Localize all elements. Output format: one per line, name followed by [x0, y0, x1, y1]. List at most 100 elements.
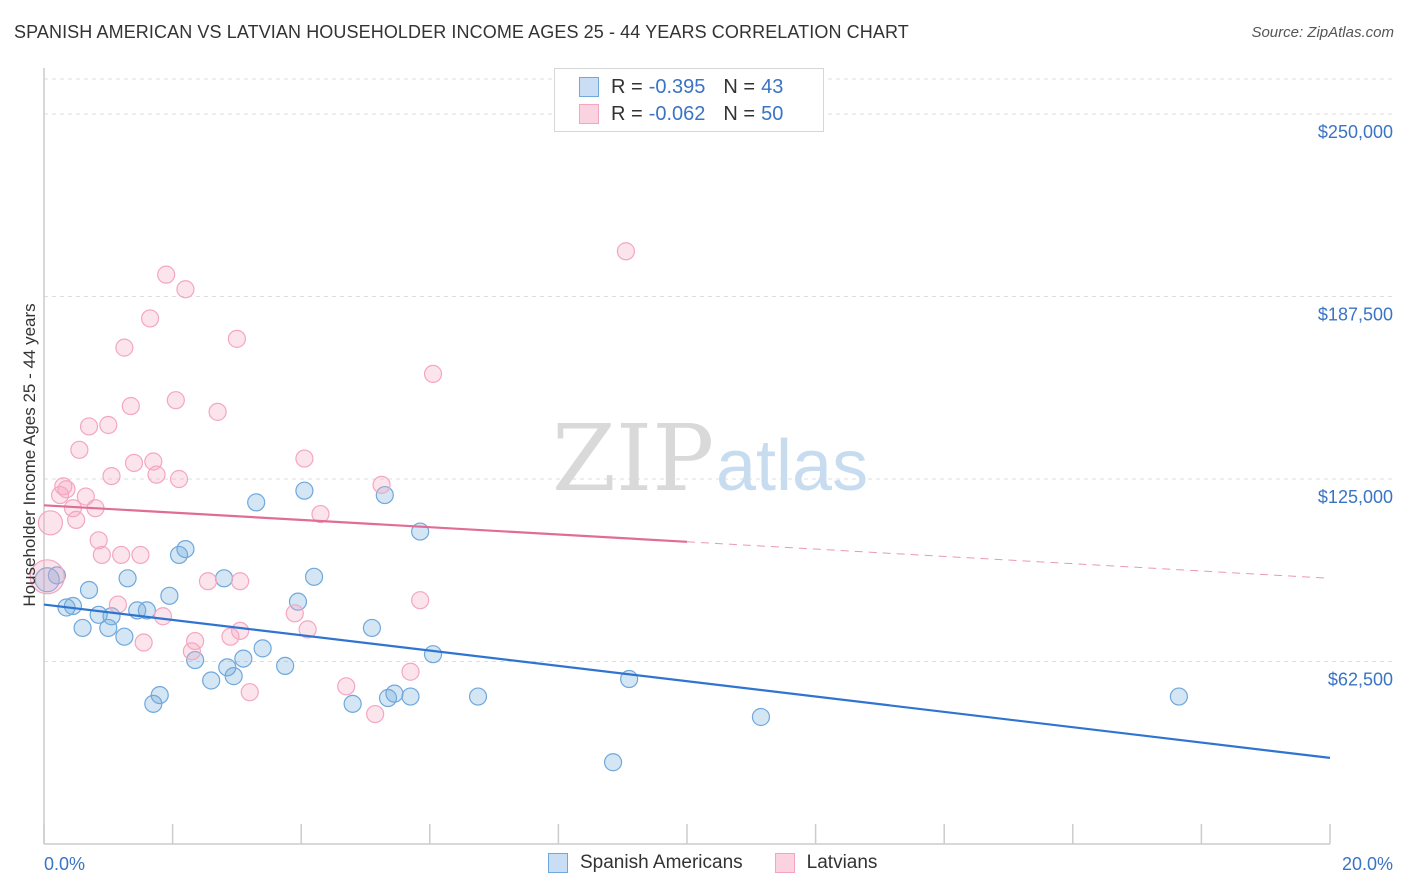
point-latvians [79, 417, 99, 436]
point-spanish-americans [276, 656, 295, 675]
point-latvians [221, 627, 240, 646]
stats-legend: R = -0.395 N = 43 R = -0.062 N = 50 [554, 68, 824, 132]
point-latvians [57, 480, 76, 499]
point-spanish-americans [176, 539, 195, 559]
point-spanish-americans [73, 618, 92, 638]
legend-swatch-blue [579, 77, 599, 97]
legend-r-label: R = [611, 102, 643, 125]
point-spanish-americans [47, 566, 66, 585]
point-spanish-americans [375, 485, 394, 505]
point-latvians [176, 280, 195, 299]
trendline-latvians-extension [686, 541, 1331, 579]
point-latvians [121, 396, 140, 416]
legend-n-label: N = [723, 75, 756, 98]
legend-swatch-pink [774, 853, 795, 873]
y-tick-labels: $62,500 $125,000 $187,500 $250,000 [1318, 122, 1393, 689]
point-latvians [140, 309, 160, 328]
point-spanish-americans [385, 684, 404, 703]
legend-n-value: 43 [761, 75, 784, 98]
point-spanish-americans [234, 649, 253, 668]
legend-row-latvians: R = -0.062 N = 50 [579, 102, 783, 126]
point-latvians [166, 391, 185, 410]
point-latvians [182, 642, 201, 661]
point-spanish-americans [603, 753, 623, 772]
point-latvians [115, 338, 134, 357]
point-spanish-americans [343, 694, 362, 713]
point-latvians [112, 545, 131, 565]
point-spanish-americans [150, 685, 169, 705]
point-latvians [423, 364, 443, 384]
watermark-zip: ZIP [552, 405, 714, 512]
point-spanish-americans [224, 667, 243, 686]
point-latvians [131, 545, 150, 565]
point-latvians [70, 440, 89, 459]
point-latvians [198, 572, 218, 591]
x-tick-labels: 0.0% 20.0% [44, 854, 1393, 874]
y-tick-label: $62,500 [1328, 670, 1393, 690]
point-spanish-americans [118, 569, 137, 588]
point-spanish-americans [63, 596, 83, 616]
legend-row-spanish-americans: R = -0.395 N = 43 [579, 75, 783, 99]
grid-lines [44, 78, 1396, 663]
point-spanish-americans [34, 567, 60, 593]
x-tick-label: 0.0% [44, 854, 85, 874]
point-latvians [169, 469, 189, 489]
legend-label: Spanish Americans [580, 852, 743, 873]
y-tick-label: $125,000 [1318, 487, 1393, 507]
point-spanish-americans [468, 687, 488, 706]
watermark-atlas: atlas [716, 426, 868, 506]
point-latvians [240, 683, 259, 702]
point-spanish-americans [304, 567, 324, 586]
point-latvians [298, 620, 317, 639]
watermark: ZIP atlas [552, 405, 868, 512]
point-latvians [231, 572, 250, 591]
point-latvians [134, 633, 153, 652]
y-tick-label: $187,500 [1318, 305, 1393, 325]
point-spanish-americans [295, 481, 314, 500]
point-latvians [76, 487, 95, 506]
point-spanish-americans [362, 618, 382, 638]
point-latvians [124, 453, 144, 473]
y-axis-label: Householder Income Ages 25 - 44 years [20, 303, 39, 606]
point-latvians [37, 510, 64, 536]
legend-r-label: R = [611, 75, 643, 98]
legend-label: Latvians [806, 852, 878, 873]
point-spanish-americans [253, 639, 272, 658]
legend-swatch-blue [548, 853, 568, 873]
chart-title: SPANISH AMERICAN VS LATVIAN HOUSEHOLDER … [14, 22, 909, 42]
legend-swatch-pink [579, 104, 599, 124]
point-spanish-americans [202, 671, 221, 690]
point-spanish-americans [1169, 687, 1188, 706]
point-latvians [295, 449, 314, 468]
point-latvians [29, 559, 65, 595]
legend-item-latvians[interactable]: Latvians [774, 852, 878, 874]
point-spanish-americans [79, 580, 99, 600]
point-spanish-americans [99, 618, 118, 638]
trendline-latvians [43, 504, 688, 543]
point-spanish-americans [160, 586, 179, 605]
point-spanish-americans [401, 687, 420, 706]
legend-n-label: N = [723, 102, 756, 125]
point-latvians [337, 677, 356, 696]
point-latvians [208, 402, 227, 421]
point-latvians [411, 591, 430, 610]
point-latvians [616, 242, 636, 261]
point-spanish-americans [137, 601, 156, 620]
point-latvians [153, 607, 173, 626]
point-latvians [311, 504, 330, 524]
point-latvians [147, 465, 166, 484]
point-latvians [227, 329, 246, 348]
data-points [29, 242, 1188, 772]
point-latvians [92, 545, 111, 565]
trend-lines [43, 504, 1331, 759]
point-latvians [108, 595, 128, 614]
legend-r-value: -0.395 [648, 75, 706, 98]
point-latvians [67, 510, 86, 529]
legend-r-value: -0.062 [648, 102, 706, 125]
point-spanish-americans [115, 627, 134, 646]
series-legend: Spanish Americans Latvians [548, 852, 909, 874]
legend-item-spanish-americans[interactable]: Spanish Americans [548, 852, 743, 874]
point-latvians [99, 415, 118, 435]
point-latvians [54, 477, 73, 496]
point-latvians [401, 662, 420, 681]
